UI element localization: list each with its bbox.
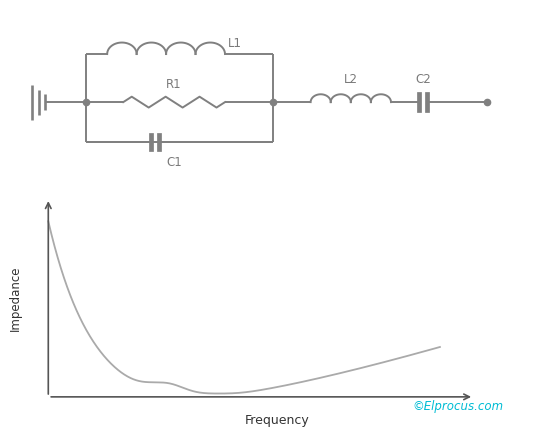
Text: Impedance: Impedance [9,265,22,331]
Text: Frequency: Frequency [245,413,309,426]
Text: L1: L1 [228,37,242,50]
Text: R1: R1 [166,78,182,91]
Text: L2: L2 [344,72,358,86]
Text: C2: C2 [415,72,431,86]
Text: ©Elprocus.com: ©Elprocus.com [412,399,504,412]
Text: C1: C1 [166,156,182,169]
